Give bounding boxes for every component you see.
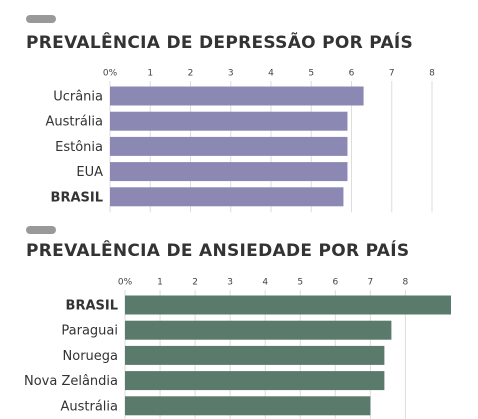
bar	[125, 396, 371, 416]
x-tick-label: 8	[429, 69, 435, 79]
chart-title: PREVALÊNCIA DE DEPRESSÃO POR PAÍS	[26, 30, 413, 53]
x-tick-label: 1	[157, 278, 163, 288]
x-tick-label: 0%	[103, 69, 118, 79]
category-label: Noruega	[63, 349, 118, 364]
bar	[125, 345, 385, 365]
bar	[125, 320, 392, 340]
pill	[26, 15, 56, 23]
category-label: Ucrânia	[53, 90, 103, 105]
x-tick-label: 6	[332, 278, 338, 288]
x-tick-label: 2	[188, 69, 194, 79]
pill	[26, 226, 56, 234]
category-label: EUA	[76, 165, 103, 180]
x-tick-label: 6	[349, 69, 355, 79]
x-tick-label: 3	[227, 278, 233, 288]
bar	[110, 187, 344, 207]
x-tick-label: 4	[262, 278, 268, 288]
category-label: BRASIL	[66, 299, 118, 314]
bar	[125, 295, 451, 315]
x-tick-label: 8	[403, 278, 409, 288]
bar	[110, 86, 364, 106]
x-tick-label: 7	[368, 278, 374, 288]
category-label: Austrália	[60, 399, 118, 414]
category-label: BRASIL	[51, 190, 103, 205]
bar	[110, 136, 348, 156]
category-label: Austrália	[45, 115, 103, 130]
category-label: Nova Zelândia	[24, 374, 118, 389]
x-tick-label: 4	[268, 69, 274, 79]
category-label: Estônia	[55, 140, 103, 155]
x-tick-label: 2	[192, 278, 198, 288]
x-tick-label: 5	[308, 69, 314, 79]
x-tick-label: 1	[147, 69, 153, 79]
bar	[110, 111, 348, 131]
x-tick-label: 0%	[118, 278, 133, 288]
x-tick-label: 7	[389, 69, 395, 79]
x-tick-label: 5	[297, 278, 303, 288]
chart-title: PREVALÊNCIA DE ANSIEDADE POR PAÍS	[26, 239, 409, 261]
x-tick-label: 3	[228, 69, 234, 79]
bar	[125, 371, 385, 391]
category-label: Paraguai	[61, 324, 118, 339]
bar	[110, 162, 348, 182]
